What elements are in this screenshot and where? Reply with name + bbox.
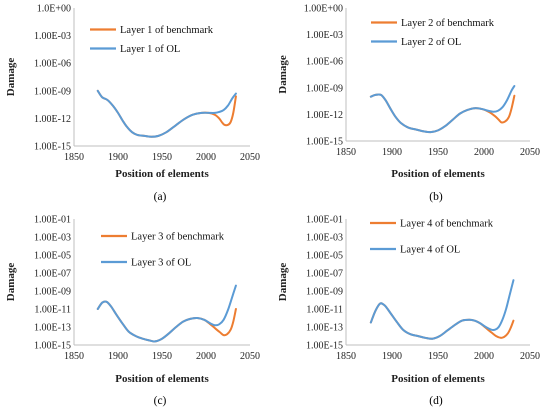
y-tick-label: 1.00E-06: [306, 57, 343, 68]
series-line-ol: [369, 85, 516, 134]
legend-entry: Layer 2 of benchmark: [401, 18, 495, 29]
y-tick-label: 1.00E-07: [306, 269, 343, 280]
x-tick-label: 1900: [382, 351, 402, 362]
y-tick-label: 1.00E-13: [34, 323, 71, 334]
y-tick-label: 1.00E-07: [34, 269, 71, 280]
y-tick-label: 1.00E-05: [34, 251, 71, 262]
y-tick-label: 1.00E-11: [34, 305, 71, 316]
chart-panel-4: 1.00E-15 1.00E-13 1.00E-11 1.00E-09 1.00E-07…: [277, 210, 540, 407]
series-line-ol: [96, 89, 237, 138]
legend-background: [97, 223, 249, 275]
x-tick-label: 1850: [64, 152, 84, 163]
y-tick-label: 1.00E-03: [34, 233, 71, 244]
y-tick-label: 1.00E-12: [306, 110, 343, 121]
y-tick-label: 1.00E-09: [34, 287, 71, 298]
y-tick-label: 1.00E-11: [306, 305, 343, 316]
chart-panel-3: 1.00E-15 1.00E-13 1.00E-11 1.00E-09 1.00E-07…: [5, 215, 260, 408]
x-tick-label: 1950: [152, 152, 172, 163]
x-tick-label: 1950: [428, 351, 448, 362]
y-axis-title: Damage: [5, 263, 17, 302]
x-tick-label: 2000: [196, 152, 216, 163]
legend-entry: Layer 3 of OL: [131, 258, 191, 269]
chart-panel-1: 1.00E-15 1.00E-12 1.00E-09 1.00E-06 1.00E-03…: [5, 4, 260, 204]
legend-entry: Layer 1 of OL: [120, 44, 180, 55]
x-tick-label: 1850: [336, 147, 356, 158]
y-tick-label: 1.00E-15: [306, 137, 343, 148]
x-tick-label: 1900: [108, 351, 128, 362]
legend-background: [366, 210, 518, 262]
x-tick-label: 1850: [336, 351, 356, 362]
x-tick-label: 2050: [520, 147, 540, 158]
y-tick-label: 1.00E-01: [34, 215, 71, 226]
x-tick-label: 2050: [240, 152, 260, 163]
x-tick-label: 1850: [64, 351, 84, 362]
x-tick-label: 2050: [240, 351, 260, 362]
legend: Layer 4 of benchmark Layer 4 of OL: [366, 210, 518, 262]
y-tick-label: 1.00E-09: [34, 86, 71, 97]
panel-caption: (d): [429, 395, 443, 407]
panel-caption: (a): [154, 191, 167, 203]
legend: Layer 2 of benchmark Layer 2 of OL: [367, 13, 519, 51]
y-axis-title: Damage: [277, 55, 289, 94]
legend: Layer 1 of benchmark Layer 1 of OL: [86, 20, 236, 58]
legend: Layer 3 of benchmark Layer 3 of OL: [97, 223, 249, 275]
y-tick-label: 1.00E-13: [306, 323, 343, 334]
y-tick-label: 1.00E-09: [306, 287, 343, 298]
x-tick-label: 1900: [108, 152, 128, 163]
y-axis-title: Damage: [277, 263, 289, 302]
y-tick-label: 1.00E-06: [34, 59, 71, 70]
legend-entry: Layer 4 of benchmark: [400, 219, 494, 230]
legend-entry: Layer 2 of OL: [401, 37, 461, 48]
x-tick-label: 2000: [474, 351, 494, 362]
y-tick-label: 1.00E-15: [306, 341, 343, 352]
panel-caption: (b): [429, 191, 443, 203]
y-tick-label: 1.00E-03: [306, 30, 343, 41]
chart-panel-2: 1.00E-15 1.00E-12 1.00E-09 1.00E-06 1.00E-03…: [277, 4, 540, 204]
x-tick-label: 1900: [382, 147, 402, 158]
x-tick-label: 2050: [520, 351, 540, 362]
x-axis-title: Position of elements: [115, 373, 209, 385]
legend-entry: Layer 1 of benchmark: [120, 25, 214, 36]
y-tick-label: 1.00E-01: [306, 215, 343, 226]
y-tick-label: 1.00E+00: [304, 4, 343, 15]
x-axis-title: Position of elements: [115, 168, 209, 180]
legend-background: [367, 13, 519, 51]
x-tick-label: 2000: [196, 351, 216, 362]
y-tick-label: 1.00E-03: [34, 31, 71, 42]
legend-entry: Layer 3 of benchmark: [131, 232, 225, 243]
x-tick-label: 1950: [428, 147, 448, 158]
series-line-ol: [96, 284, 237, 343]
x-axis-title: Position of elements: [391, 373, 485, 385]
x-tick-label: 2000: [474, 147, 494, 158]
y-tick-label: 1.00E-03: [306, 233, 343, 244]
legend-entry: Layer 4 of OL: [400, 245, 460, 256]
x-axis-title: Position of elements: [391, 168, 485, 180]
series-line-ol: [369, 279, 515, 340]
legend-background: [86, 20, 236, 58]
y-tick-label: 1.00E-12: [34, 114, 71, 125]
panel-caption: (c): [154, 395, 167, 407]
y-axis-title: Damage: [5, 58, 17, 97]
y-tick-label: 1.00E-15: [34, 341, 71, 352]
y-tick-label: 1.00E-15: [34, 142, 71, 153]
y-tick-label: 1.00E-09: [306, 83, 343, 94]
y-tick-label: 1.0E+00: [37, 4, 71, 15]
y-tick-label: 1.00E-05: [306, 251, 343, 262]
x-tick-label: 1950: [152, 351, 172, 362]
